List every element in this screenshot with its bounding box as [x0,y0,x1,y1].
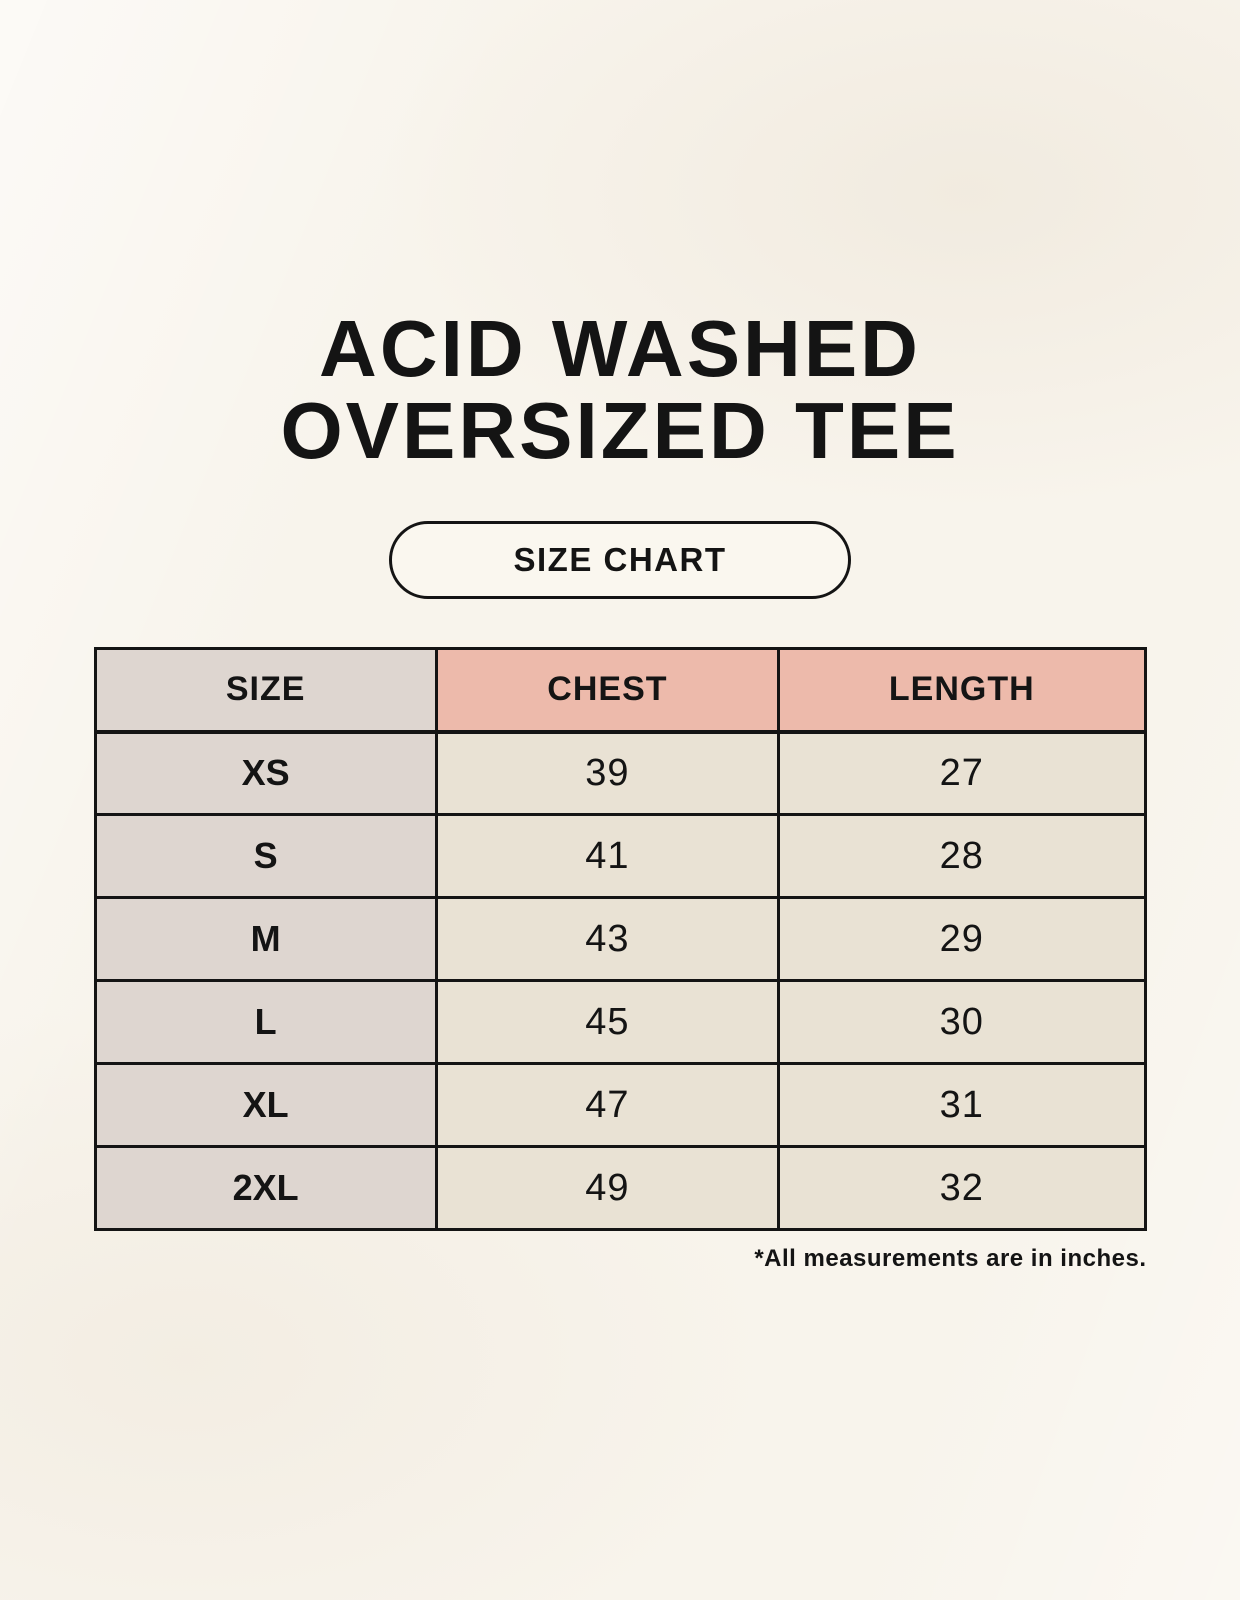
measurements-footnote: *All measurements are in inches. [754,1245,1147,1273]
table-row: S 41 28 [93,813,1147,900]
size-value-cell: 2XL [93,1145,438,1232]
size-table: SIZE CHEST LENGTH XS 39 27 S 41 28 M 43 … [93,647,1147,1232]
title-line-2: OVERSIZED TEE [280,385,960,475]
size-value-cell: XL [93,1062,438,1149]
size-chart-badge: SIZE CHART [389,521,851,600]
table-header-row: SIZE CHEST LENGTH [93,647,1147,734]
table-row: L 45 30 [93,979,1147,1066]
chest-value-cell: 43 [434,896,781,983]
chest-value-cell: 47 [434,1062,781,1149]
length-header-cell: LENGTH [777,647,1147,734]
page-title: ACID WASHED OVERSIZED TEE [94,308,1147,471]
chest-header-cell: CHEST [434,647,781,734]
size-chart-badge-label: SIZE CHART [513,541,727,579]
length-value-cell: 29 [777,896,1147,983]
table-row: M 43 29 [93,896,1147,983]
chest-value-cell: 49 [434,1145,781,1232]
size-value-cell: M [93,896,438,983]
size-chart-graphic: ACID WASHED OVERSIZED TEE SIZE CHART SIZ… [93,0,1147,1273]
chest-value-cell: 41 [434,813,781,900]
chest-value-cell: 45 [434,979,781,1066]
length-value-cell: 28 [777,813,1147,900]
table-row: XS 39 27 [93,730,1147,817]
size-value-cell: S [93,813,438,900]
size-value-cell: L [93,979,438,1066]
chest-value-cell: 39 [434,730,781,817]
length-value-cell: 32 [777,1145,1147,1232]
size-header-cell: SIZE [93,647,438,734]
table-row: 2XL 49 32 [93,1145,1147,1232]
length-value-cell: 27 [777,730,1147,817]
title-line-1: ACID WASHED [319,304,921,393]
length-value-cell: 30 [777,979,1147,1066]
table-row: XL 47 31 [93,1062,1147,1149]
length-value-cell: 31 [777,1062,1147,1149]
size-value-cell: XS [93,730,438,817]
